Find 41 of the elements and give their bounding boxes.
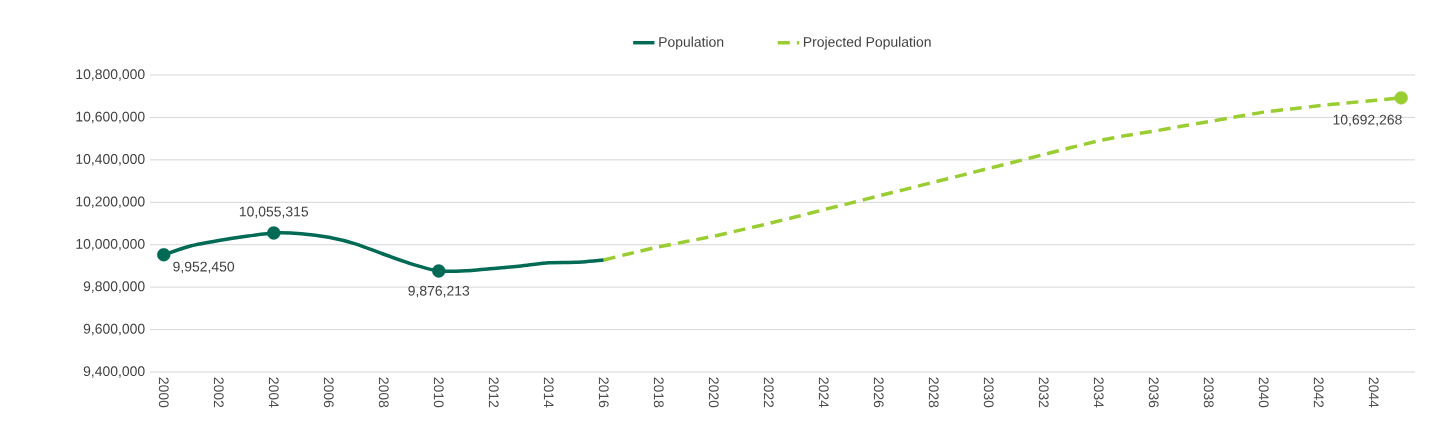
x-tick-label: 2038 xyxy=(1203,377,1214,408)
x-tick-label: 2018 xyxy=(653,377,664,408)
y-tick-label: 9,400,000 xyxy=(83,366,145,378)
y-tick-label: 10,400,000 xyxy=(76,154,145,166)
y-tick-label: 9,800,000 xyxy=(83,281,145,293)
y-tick-label: 10,000,000 xyxy=(76,238,145,251)
y-tick-label: 10,200,000 xyxy=(76,196,145,209)
y-tick-label: 9,600,000 xyxy=(83,323,145,336)
data-label: 9,876,213 xyxy=(408,285,470,298)
x-tick-label: 2032 xyxy=(1038,377,1049,408)
x-tick-label: 2000 xyxy=(158,377,169,408)
x-tick-label: 2010 xyxy=(433,377,444,408)
x-tick-label: 2002 xyxy=(213,377,224,408)
x-tick-label: 2036 xyxy=(1148,377,1159,408)
x-tick-label: 2044 xyxy=(1368,377,1379,408)
x-tick-label: 2004 xyxy=(268,377,279,408)
data-label: 9,952,450 xyxy=(173,261,235,274)
x-tick-label: 2022 xyxy=(763,377,774,408)
x-tick-label: 2030 xyxy=(983,377,994,408)
x-tick-label: 2026 xyxy=(873,377,884,408)
point xyxy=(432,264,446,278)
data-label: 10,055,315 xyxy=(239,206,309,219)
x-tick-label: 2034 xyxy=(1093,377,1104,408)
x-tick-label: 2012 xyxy=(488,377,499,408)
y-tick-label: 10,800,000 xyxy=(76,69,145,81)
x-tick-label: 2040 xyxy=(1258,377,1269,408)
x-tick-label: 2042 xyxy=(1313,377,1324,408)
point xyxy=(157,248,171,262)
x-tick-label: 2014 xyxy=(543,377,554,408)
x-tick-label: 2006 xyxy=(323,377,334,408)
x-tick-label: 2024 xyxy=(818,377,829,408)
legend-label: Projected Population xyxy=(803,36,931,50)
y-tick-label: 10,600,000 xyxy=(76,111,145,124)
point xyxy=(1394,91,1408,105)
x-tick-label: 2028 xyxy=(928,377,939,408)
point xyxy=(267,226,281,240)
legend-label: Population xyxy=(659,36,724,50)
data-label: 10,692,268 xyxy=(1333,114,1402,127)
x-tick-label: 2016 xyxy=(598,377,609,408)
x-tick-label: 2020 xyxy=(708,377,719,408)
x-tick-label: 2008 xyxy=(378,377,389,408)
